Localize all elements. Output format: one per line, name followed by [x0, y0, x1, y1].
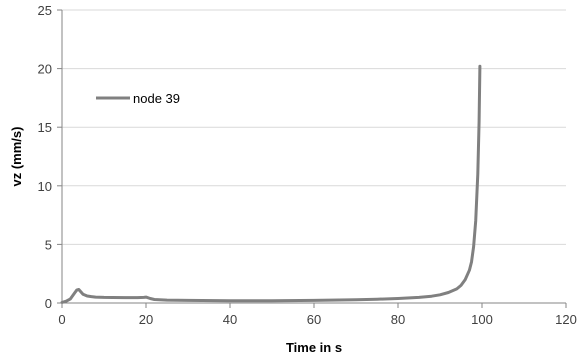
- series-layer: [60, 64, 482, 304]
- series-line-node-39: [60, 64, 482, 304]
- y-tick-label-25: 25: [38, 3, 52, 18]
- x-tick-label-80: 80: [391, 312, 405, 327]
- y-tick-label-20: 20: [38, 62, 52, 77]
- x-tick-label-0: 0: [58, 312, 65, 327]
- x-tick-label-40: 40: [223, 312, 237, 327]
- x-tick-label-20: 20: [139, 312, 153, 327]
- x-tick-label-120: 120: [555, 312, 577, 327]
- y-tick-label-0: 0: [45, 296, 52, 311]
- x-tick-label-60: 60: [307, 312, 321, 327]
- x-tick-labels: 0 20 40 60 80 100 120: [58, 303, 577, 327]
- y-tick-label-15: 15: [38, 120, 52, 135]
- gridlines: [62, 9, 566, 245]
- y-axis-title: vz (mm/s): [9, 127, 24, 187]
- x-tick-label-100: 100: [471, 312, 493, 327]
- y-tick-label-10: 10: [38, 179, 52, 194]
- y-tick-label-5: 5: [45, 237, 52, 252]
- y-tick-labels: 0 5 10 15 20 25: [38, 3, 62, 311]
- legend: node 39: [96, 91, 180, 106]
- axes: [61, 10, 566, 304]
- legend-label-node-39: node 39: [133, 91, 180, 106]
- x-axis-title: Time in s: [286, 340, 342, 355]
